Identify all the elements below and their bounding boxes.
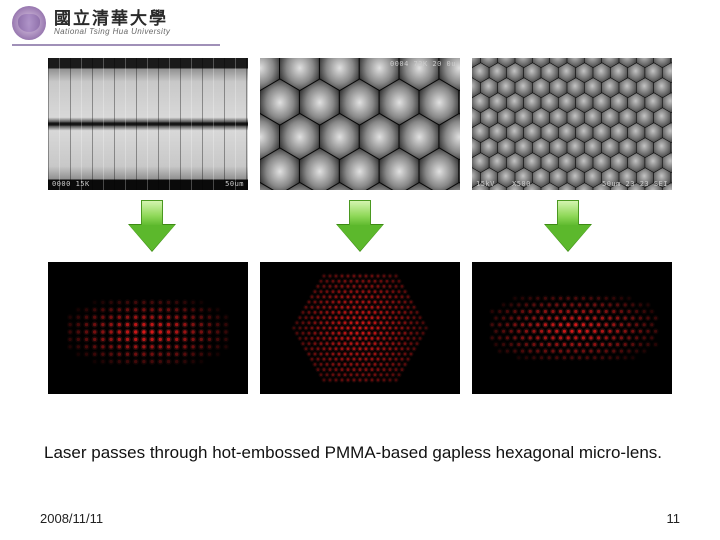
down-arrow-icon (337, 200, 383, 252)
arrow-row (48, 200, 672, 252)
university-header: 國立清華大學 National Tsing Hua University (12, 6, 170, 40)
sem3-label-left: 15kV (476, 180, 495, 188)
header-underline (12, 44, 220, 46)
laser-row (48, 262, 672, 394)
figure-caption: Laser passes through hot-embossed PMMA-b… (44, 442, 676, 463)
sem3-label-right: 50um 23 23 SEI (602, 180, 668, 188)
laser2-pattern (260, 262, 460, 394)
laser-panel-3 (472, 262, 672, 394)
footer-page-number: 11 (667, 511, 681, 526)
sem2-label: 0004 72K 20 0u (390, 60, 456, 68)
university-name-cn: 國立清華大學 (54, 10, 170, 28)
sem-panel-3: 15kV X500 50um 23 23 SEI (472, 58, 672, 190)
down-arrow-icon (545, 200, 591, 252)
down-arrow-icon (129, 200, 175, 252)
laser3-pattern (472, 262, 672, 394)
sem-row: 0000 15K 50um 0004 72K 20 0u (48, 58, 672, 190)
university-emblem-icon (12, 6, 46, 40)
laser-panel-1 (48, 262, 248, 394)
sem1-label-right: 50um (225, 180, 244, 188)
sem1-label-left: 0000 15K (52, 180, 90, 188)
sem-panel-2: 0004 72K 20 0u (260, 58, 460, 190)
figure-grid: 0000 15K 50um 0004 72K 20 0u (48, 58, 672, 394)
university-name: 國立清華大學 National Tsing Hua University (54, 10, 170, 36)
sem2-honeycomb (260, 58, 460, 190)
university-name-en: National Tsing Hua University (54, 28, 170, 36)
sem3-honeycomb (472, 58, 672, 190)
laser-panel-2 (260, 262, 460, 394)
footer-date: 2008/11/11 (40, 511, 103, 526)
sem-panel-1: 0000 15K 50um (48, 58, 248, 190)
laser1-pattern (48, 262, 248, 394)
sem3-label-mid: X500 (512, 180, 531, 188)
